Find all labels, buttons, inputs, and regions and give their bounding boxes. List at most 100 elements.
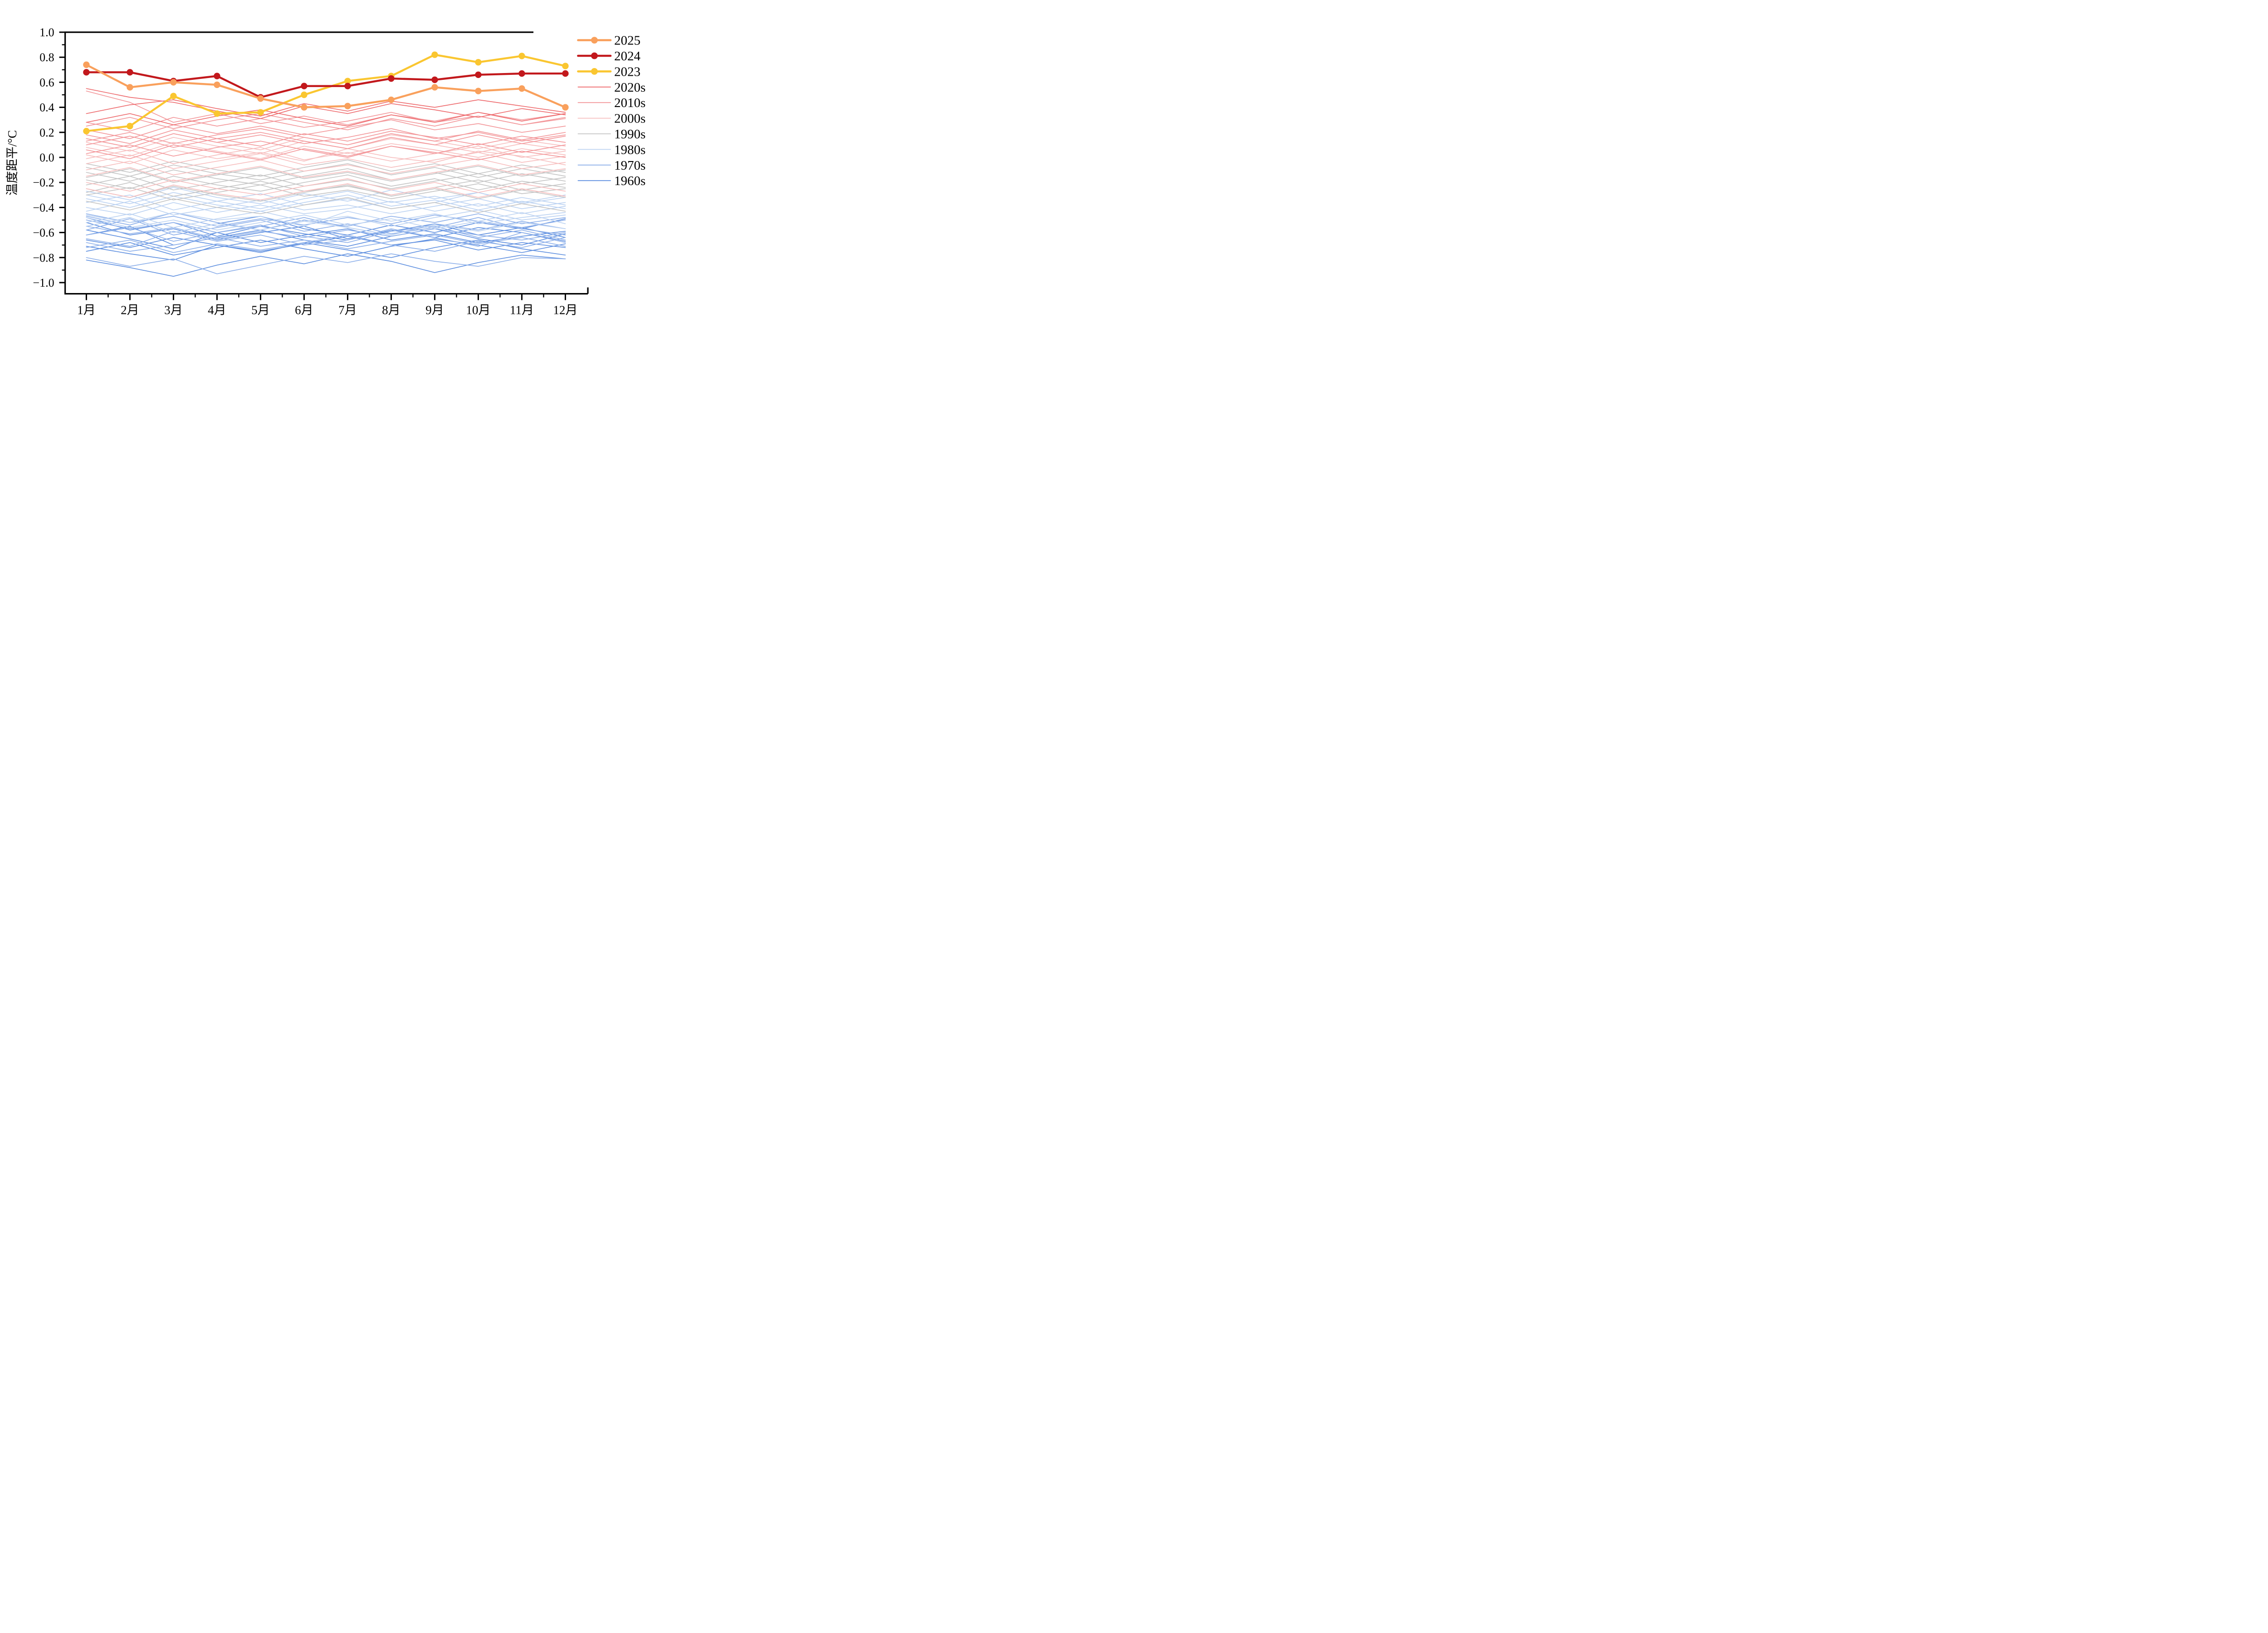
- series-2024-marker: [214, 73, 220, 79]
- temperature-anomaly-chart: 1.0 0.8 0.6 0.4 0.2 0.0 −0.2 −0.4 −0.6 −0.8 −1.0 1月…: [5, 26, 645, 317]
- series-1999-line: [86, 184, 566, 202]
- y-tick-label: 0.6: [39, 76, 54, 89]
- y-tick-label: 0.8: [39, 51, 54, 64]
- y-tick-label: 0.4: [39, 101, 54, 114]
- series-2025-marker: [127, 84, 133, 91]
- y-tick-label: −1.0: [33, 276, 54, 289]
- legend-label: 1990s: [614, 127, 645, 142]
- series-2023-marker: [301, 91, 308, 98]
- series-1984-line: [86, 212, 566, 230]
- series-1976-line: [86, 235, 566, 253]
- series-2016-line: [86, 90, 566, 126]
- series-2023-marker: [344, 78, 351, 84]
- series-1979-line: [86, 228, 566, 247]
- legend-item-2000s: 2000s: [577, 112, 645, 126]
- series-2010-line: [86, 132, 566, 149]
- y-tick-label: −0.6: [33, 226, 54, 240]
- legend-label: 1970s: [614, 158, 645, 173]
- legend-label: 2000s: [614, 112, 645, 126]
- series-1997-line: [86, 166, 566, 183]
- series-2011-line: [86, 141, 566, 158]
- x-tick-label: 9月: [425, 303, 444, 317]
- series-2025-marker: [170, 79, 177, 86]
- axis-labels-layer: 1.0 0.8 0.6 0.4 0.2 0.0 −0.2 −0.4 −0.6 −0.8 −1.0 1月…: [33, 26, 577, 317]
- series-1978-line: [86, 217, 566, 235]
- series-2025-line: [85, 64, 567, 108]
- legend-item-2020s: 2020s: [577, 80, 645, 95]
- x-tick-label: 10月: [466, 303, 490, 317]
- series-1970-line: [86, 225, 566, 241]
- series-1988-line: [86, 187, 566, 204]
- x-tick-label: 3月: [164, 303, 183, 317]
- x-tick-label: 6月: [295, 303, 313, 317]
- legend-label: 1980s: [614, 142, 645, 157]
- series-1994-line: [86, 168, 566, 186]
- y-tick-label: −0.8: [33, 251, 54, 264]
- series-2025-marker: [431, 84, 438, 91]
- series-2002-line: [86, 142, 566, 159]
- series-2021-line: [86, 109, 566, 127]
- series-2023-marker: [518, 53, 525, 59]
- series-1971-line: [86, 235, 566, 252]
- legend-item-2023: 2023: [577, 64, 640, 79]
- series-2023-marker: [214, 110, 220, 117]
- series-2023-marker: [127, 122, 133, 130]
- series-2015-line: [86, 119, 566, 139]
- series-1998-line: [86, 159, 566, 177]
- series-1986-line: [86, 191, 566, 210]
- series-2001-line: [86, 148, 566, 166]
- legend-marker-sample: [591, 37, 598, 44]
- series-2025-marker: [83, 61, 90, 68]
- series-2003-line: [86, 178, 566, 196]
- series-2023-marker: [170, 93, 177, 99]
- series-2000-line: [86, 158, 566, 176]
- x-tick-label: 1月: [77, 303, 96, 317]
- x-tick-label: 8月: [382, 303, 401, 317]
- series-2018-line: [86, 128, 566, 148]
- series-2024-marker: [388, 75, 395, 82]
- series-2024-marker: [518, 70, 525, 77]
- series-2006-line: [86, 164, 566, 182]
- series-1977-line: [86, 212, 566, 230]
- series-2024-line: [85, 71, 567, 98]
- series-1975-line: [86, 217, 566, 235]
- series-2025-marker: [562, 104, 569, 111]
- legend-label: 2025: [614, 34, 640, 48]
- x-tick-label: 4月: [208, 303, 226, 317]
- legend-item-1960s: 1960s: [577, 174, 645, 188]
- y-tick-label: −0.4: [33, 201, 54, 214]
- temperature-anomaly-figure: 1.0 0.8 0.6 0.4 0.2 0.0 −0.2 −0.4 −0.6 −0.8 −1.0 1月…: [0, 0, 653, 327]
- series-2024-marker: [431, 76, 438, 83]
- x-tick-label: 2月: [121, 303, 139, 317]
- series-1992-line: [86, 197, 566, 215]
- legend-label: 2024: [614, 49, 641, 64]
- series-1987-line: [86, 198, 566, 215]
- legend-marker-sample: [591, 68, 598, 75]
- series-1985-line: [86, 217, 566, 235]
- series-2022-line: [86, 99, 566, 117]
- decade-lines-layer: [86, 88, 566, 277]
- series-2024-marker: [475, 71, 482, 78]
- series-2023-marker: [83, 127, 90, 135]
- legend-item-2025: 2025: [577, 34, 640, 48]
- series-2025-marker: [518, 85, 525, 92]
- legend-label: 2023: [614, 64, 640, 79]
- x-tick-label: 5月: [251, 303, 270, 317]
- series-1973-line: [86, 213, 566, 228]
- series-2009-line: [86, 146, 566, 164]
- series-2025-marker: [344, 103, 351, 110]
- x-tick-label: 7月: [338, 303, 357, 317]
- series-1968-line: [86, 238, 566, 257]
- series-2025-marker: [257, 95, 264, 102]
- series-2024-marker: [562, 70, 569, 77]
- y-tick-label: 1.0: [39, 26, 54, 39]
- series-2020-line: [86, 88, 566, 119]
- series-1989-line: [86, 210, 566, 227]
- series-1972-line: [86, 253, 566, 274]
- series-1974-line: [86, 225, 566, 243]
- axes-layer: [59, 31, 589, 300]
- series-2024-marker: [301, 83, 308, 89]
- series-2023-line: [85, 54, 567, 132]
- series-2025-marker: [475, 88, 482, 94]
- series-1969-line: [86, 228, 566, 249]
